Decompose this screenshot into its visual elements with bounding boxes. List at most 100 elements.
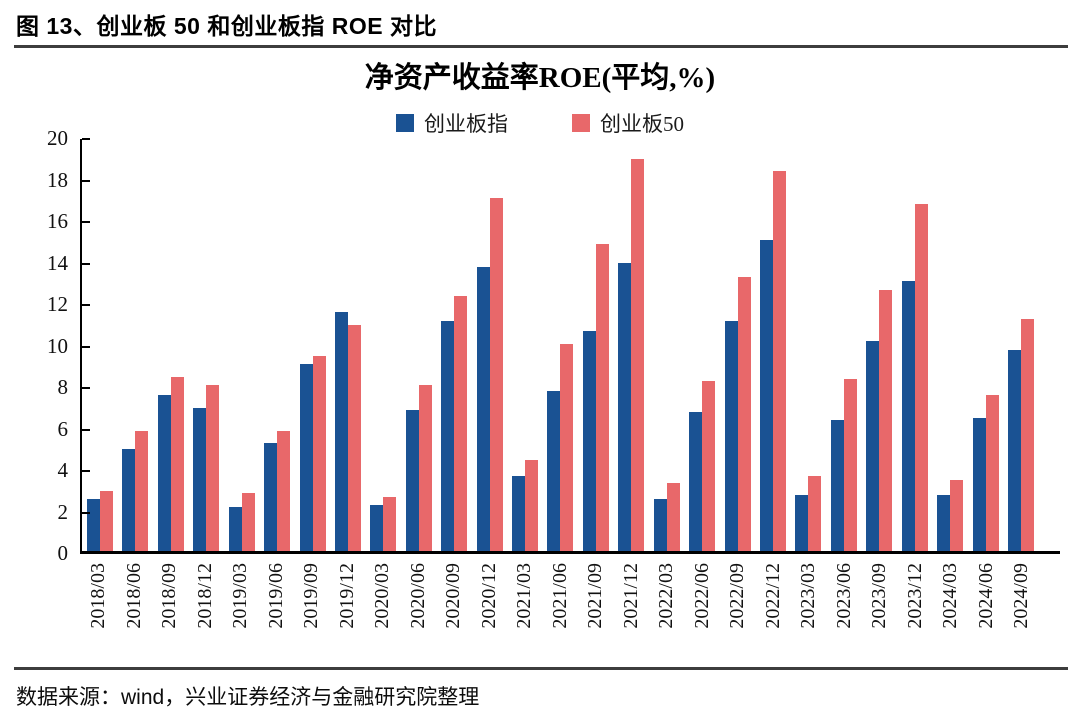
legend-item-chinext-50: 创业板50 [572,108,684,138]
y-tick-label: 14 [47,250,68,275]
y-tick-mark [82,138,90,140]
bar-group-2023-09 [866,139,893,551]
y-tick-label: 16 [47,209,68,233]
x-tick-label-text: 2019/03 [229,563,251,629]
bar-group-2024-03 [937,139,964,551]
bar [476,266,490,551]
x-tick-label-text: 2024/06 [974,563,997,629]
caption-divider [14,45,1068,48]
x-tick-label: 2018/12 [192,563,218,658]
x-tick-label-text: 2021/12 [619,563,642,629]
figure-caption: 图 13、创业板 50 和创业板指 ROE 对比 [16,13,437,39]
bar [525,459,539,551]
bar [1020,318,1034,551]
bar [737,277,751,551]
x-tick-label: 2024/09 [1008,563,1034,658]
bar [383,497,397,551]
bar-group-2021-06 [547,139,574,551]
bar-group-2022-12 [760,139,787,551]
x-tick-label: 2021/09 [582,563,608,658]
bar-group-2020-09 [441,139,468,551]
bar [595,243,609,551]
bar [299,364,313,551]
x-tick-label-text: 2019/12 [335,563,358,629]
bar [724,320,738,551]
y-tick-label: 18 [47,167,68,192]
x-tick-label: 2019/03 [227,563,253,658]
chart-title: 净资产收益率ROE(平均,%) [364,62,716,94]
x-tick-label: 2024/03 [937,563,963,658]
y-tick-mark [82,304,90,306]
y-tick-label: 2 [57,499,69,524]
bar [170,376,184,551]
bar-group-2024-09 [1007,139,1034,551]
bar-group-2018-03 [87,139,113,551]
bar [985,395,999,551]
bar [950,480,964,551]
bar [914,204,928,551]
x-tick-label: 2020/09 [440,563,466,658]
y-tick-label: 0 [57,541,69,565]
legend-swatch-red-icon [572,114,590,132]
x-tick-label: 2022/06 [689,563,715,658]
bar-group-2020-03 [370,139,397,551]
bar [653,499,667,551]
x-tick-label-text: 2023/12 [903,563,926,629]
bar-group-2022-03 [653,139,680,551]
x-axis-labels: 2018/03 2018/06 2018/09 2018/12 2019/03 2019/… [80,563,1060,658]
legend-label-chinext-50: 创业板50 [600,112,684,136]
x-tick-label-text: 2023/09 [868,563,890,629]
y-tick-mark [82,345,90,348]
bar-group-2021-12 [618,139,645,551]
legend-swatch-blue-icon [396,114,414,132]
bar [808,476,822,551]
x-tick-label-text: 2020/09 [442,563,464,629]
y-tick-label: 10 [47,333,68,358]
x-tick-label: 2021/12 [618,563,644,658]
bar [560,343,574,551]
footer-divider [14,667,1068,670]
bar [666,482,680,551]
bar-group-2018-06 [122,139,149,551]
x-tick-label: 2023/09 [866,563,892,658]
bar [773,171,787,551]
x-tick-label: 2020/06 [405,563,431,658]
x-tick-label: 2022/03 [653,563,679,658]
bar [618,262,632,551]
bar-group-2023-03 [795,139,822,551]
bar [157,395,171,551]
x-tick-label-text: 2021/03 [513,563,535,629]
bar [689,411,703,551]
bar-group-2022-06 [689,139,716,551]
bar [1007,349,1021,551]
bar-group-2021-03 [512,139,539,551]
bar [879,289,893,551]
x-tick-label-text: 2022/03 [655,563,677,629]
x-tick-label-text: 2023/06 [832,563,855,629]
bar [228,507,242,551]
bar [702,380,716,551]
x-tick-label-text: 2024/09 [1010,563,1032,629]
bar-group-2019-03 [228,139,255,551]
y-tick-mark [82,221,90,223]
x-tick-label: 2018/03 [85,563,111,658]
x-tick-label: 2018/06 [121,563,147,658]
x-tick-label-text: 2020/06 [406,563,429,629]
bar [937,494,951,551]
bar [582,331,596,551]
bar-group-2018-12 [193,139,220,551]
bar [100,490,113,551]
bar-group-2019-06 [264,139,291,551]
x-tick-label-text: 2022/09 [726,563,748,629]
x-tick-label-text: 2019/09 [300,563,322,629]
x-tick-label-text: 2018/06 [122,563,145,629]
x-tick-label: 2023/12 [902,563,928,658]
legend-label-chinext-index: 创业板指 [424,112,508,136]
bar [122,449,136,551]
y-tick-label: 8 [57,375,69,399]
bar-group-2021-09 [582,139,609,551]
bar [512,476,526,551]
bar [454,295,468,551]
bar [193,407,207,551]
